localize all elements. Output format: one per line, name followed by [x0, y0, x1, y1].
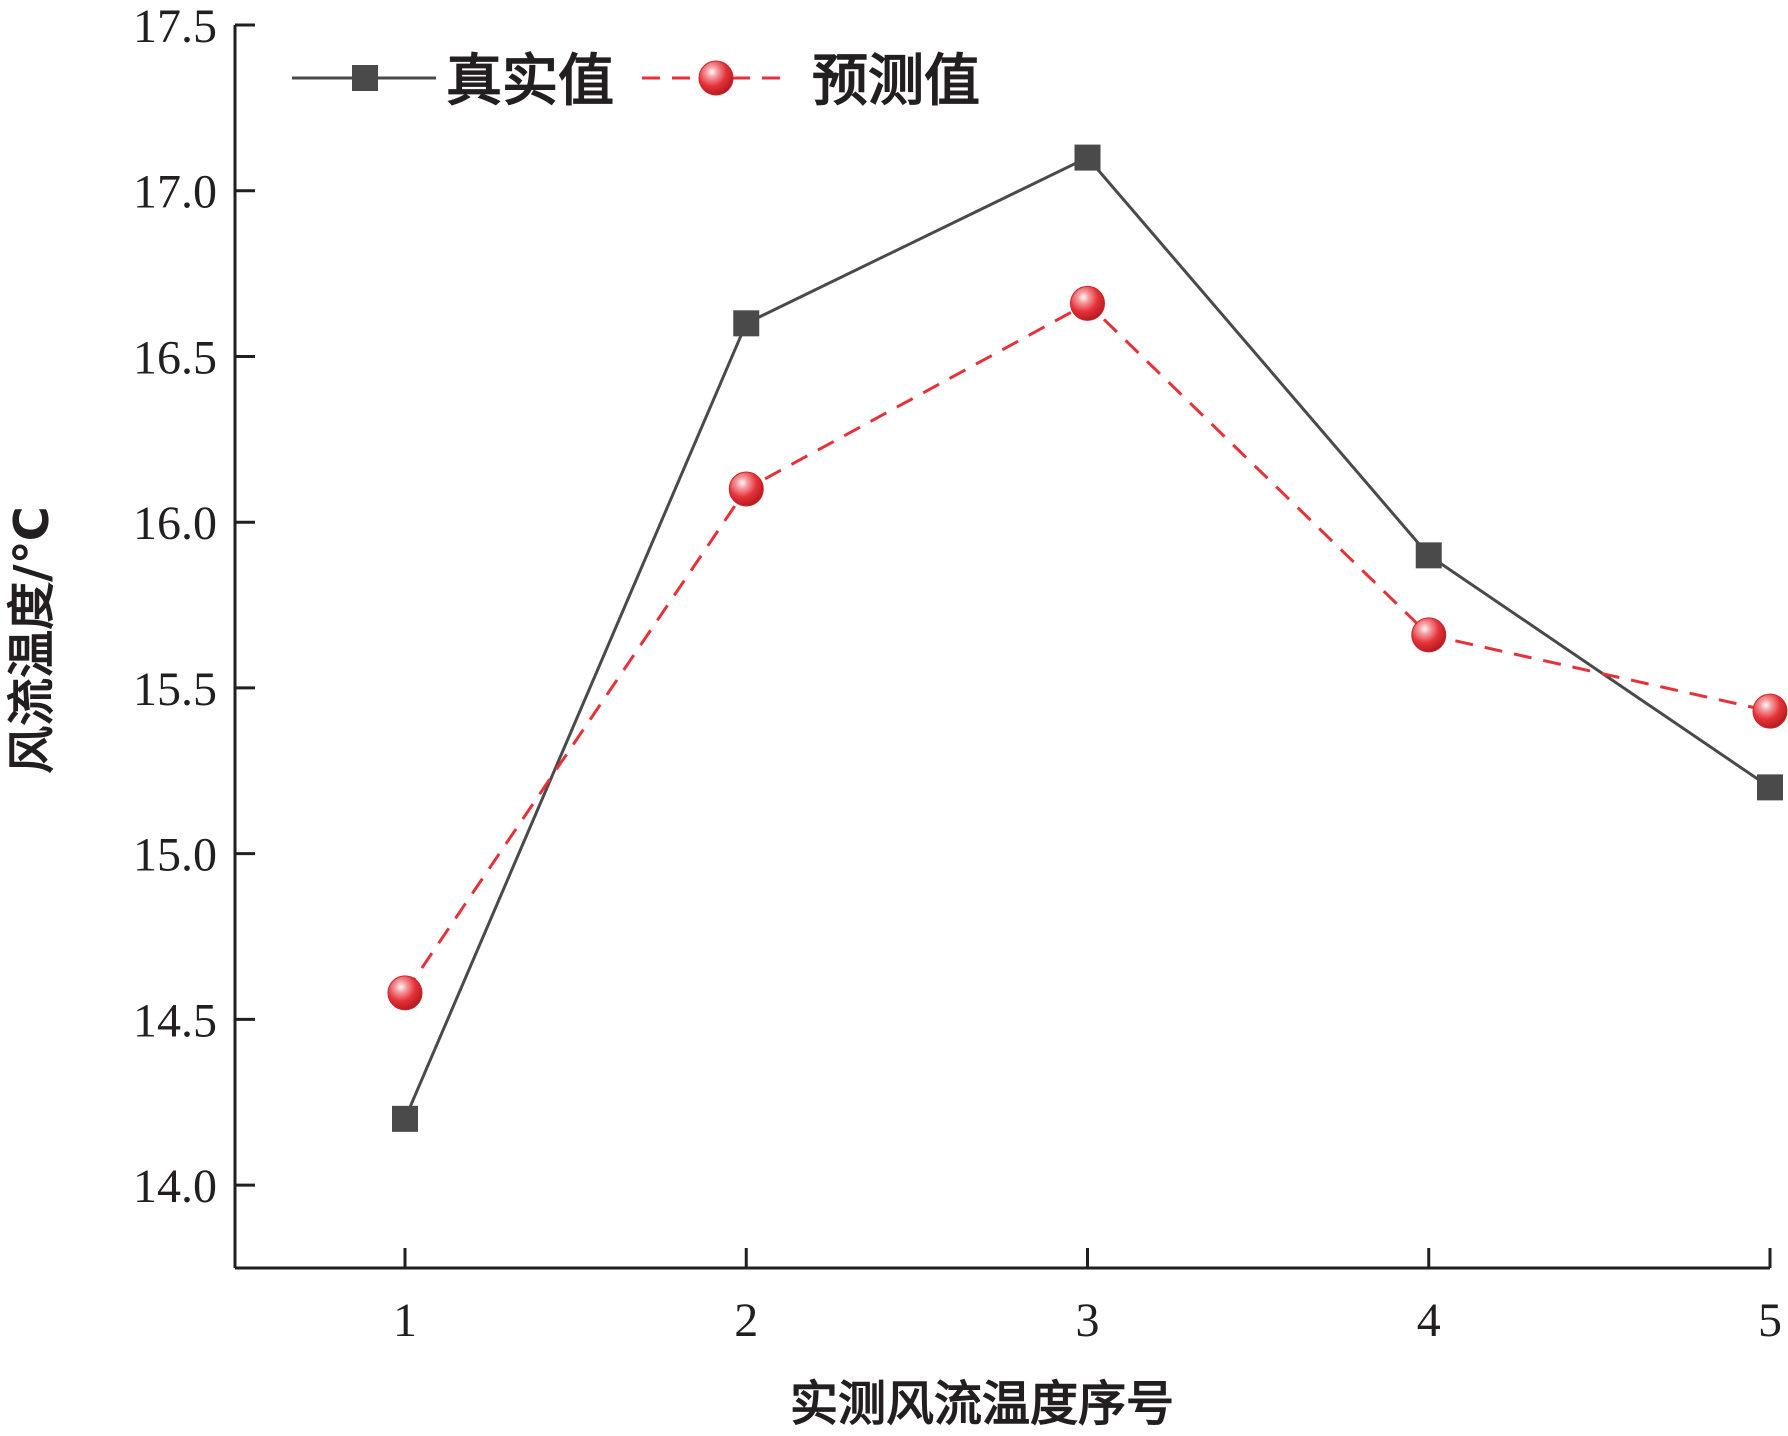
x-tick-label: 1	[393, 1294, 417, 1347]
data-point	[1757, 774, 1783, 801]
series-2	[387, 285, 1788, 1011]
y-tick-label: 15.5	[133, 663, 217, 716]
x-tick-label: 4	[1417, 1294, 1441, 1347]
y-tick-label: 17.0	[133, 166, 217, 219]
data-point	[392, 1105, 418, 1132]
data-point	[387, 975, 423, 1011]
data-point	[1411, 617, 1447, 653]
axes: 14.0 14.5 15.0 15.5 16.0 16.5 17.0 17.5 1 2 3 4 5	[133, 0, 1782, 1347]
legend-label: 预测值	[812, 49, 980, 114]
data-point	[1074, 144, 1101, 171]
data-point	[733, 310, 760, 337]
y-tick-label: 14.5	[133, 994, 217, 1047]
y-tick-label: 15.0	[133, 829, 217, 882]
y-tick-label: 17.5	[133, 0, 217, 53]
legend-marker	[352, 65, 378, 91]
series-layer	[387, 144, 1788, 1132]
legend-item-2: 预测值	[642, 49, 980, 114]
data-point	[1752, 693, 1788, 729]
y-tick-label: 16.0	[133, 497, 217, 550]
y-tick-label: 14.0	[133, 1160, 217, 1213]
data-point	[728, 471, 764, 507]
legend-label: 真实值	[446, 49, 614, 114]
x-axis-title: 实测风流温度序号	[790, 1376, 1174, 1432]
x-tick-label: 2	[734, 1294, 758, 1347]
data-point	[1070, 285, 1105, 321]
legend-item-1: 真实值	[292, 49, 614, 114]
legend: 真实值 预测值	[292, 49, 980, 114]
x-tick-label: 5	[1758, 1294, 1782, 1347]
y-tick-label: 16.5	[133, 331, 217, 384]
data-point	[1415, 542, 1442, 569]
x-tick-label: 3	[1076, 1294, 1100, 1347]
legend-marker	[698, 60, 734, 96]
series-1	[392, 144, 1783, 1132]
y-axis-title: 风流温度/℃	[4, 506, 60, 774]
